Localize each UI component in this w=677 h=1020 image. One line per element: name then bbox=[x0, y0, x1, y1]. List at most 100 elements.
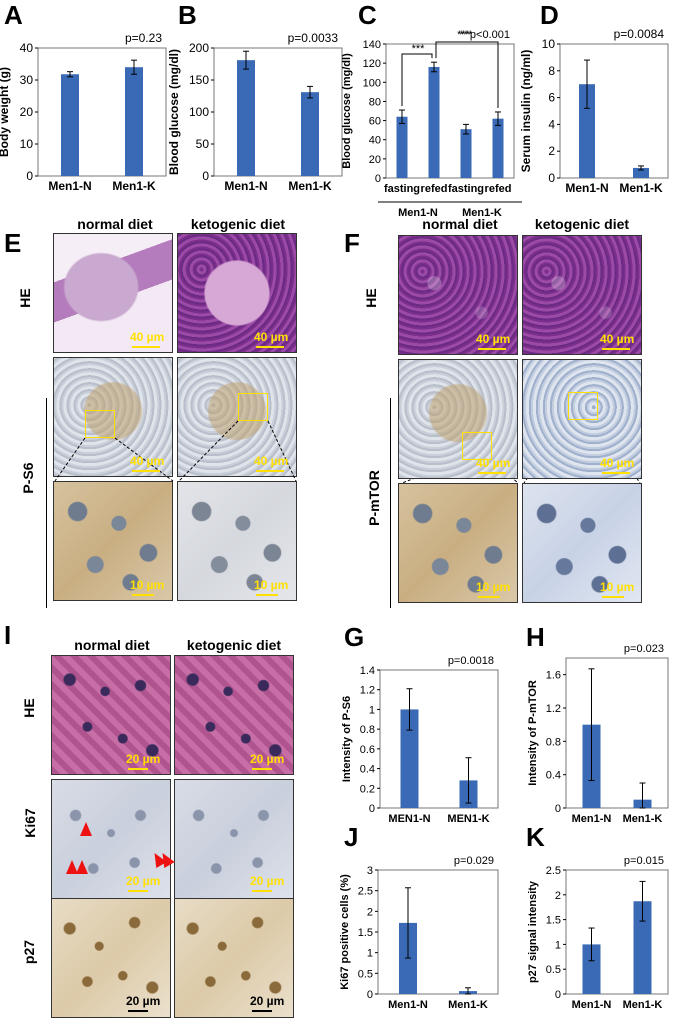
k-ytick-label: 0 bbox=[555, 989, 561, 1001]
d-ytick-label: 10 bbox=[542, 37, 556, 51]
e-row-divider bbox=[46, 398, 47, 608]
c-sig-bracket-0 bbox=[401, 53, 433, 107]
a-xlabel-1: Men1-K bbox=[112, 179, 156, 193]
b-xlabel-0: Men1-N bbox=[224, 179, 267, 193]
j-ytick-label: 0.5 bbox=[358, 968, 373, 980]
e-scale-ps6-normal-bar bbox=[132, 470, 160, 472]
f-scale-zoom-normal: 10 µm bbox=[476, 580, 511, 594]
g-ytick-label: 1 bbox=[369, 704, 375, 716]
i-row-he: HE bbox=[21, 698, 37, 718]
f-pmtor-keto-zoom bbox=[522, 483, 642, 603]
h-ylabel: Intensity of P-mTOR bbox=[527, 680, 539, 786]
f-scale-he-keto-bar bbox=[602, 348, 630, 350]
c-xlabel-3: refed bbox=[485, 183, 512, 195]
c-bar-1 bbox=[428, 66, 440, 178]
i-scale-ki67-keto: 20 µm bbox=[250, 874, 285, 888]
g-ytick-label: 0 bbox=[369, 803, 375, 815]
i-p27-normal bbox=[51, 898, 171, 1018]
d-ylabel: Serum insulin (ng/ml) bbox=[519, 50, 533, 173]
i-scale-p27-keto-bar bbox=[252, 1010, 272, 1012]
k-ytick-label: 2.5 bbox=[546, 865, 561, 877]
b-ytick-label: 100 bbox=[189, 105, 209, 119]
f-col-normal: normal diet bbox=[422, 216, 498, 232]
b-ytick-label: 0 bbox=[202, 169, 209, 183]
f-he-normal bbox=[398, 235, 518, 355]
i-scale-he-normal: 20 µm bbox=[126, 752, 161, 766]
panel-label-b: B bbox=[178, 0, 197, 30]
e-scale-zoom-keto-bar bbox=[256, 594, 278, 596]
h-plot-frame bbox=[565, 657, 669, 809]
g-ylabel: Intensity of P-S6 bbox=[341, 696, 353, 782]
c-bar-0 bbox=[396, 116, 408, 178]
b-xlabel-1: Men1-K bbox=[288, 179, 332, 193]
i-scale-ki67-keto-bar bbox=[252, 890, 272, 892]
f-zoom-box-normal bbox=[462, 432, 492, 460]
h-ytick-label: 0.8 bbox=[546, 736, 561, 748]
f-scale-he-normal-bar bbox=[478, 348, 506, 350]
g-bar-0 bbox=[400, 709, 419, 808]
i-he-normal bbox=[51, 655, 171, 775]
a-ylabel: Body weight (g) bbox=[0, 67, 11, 157]
g-plot-frame bbox=[379, 669, 499, 809]
panel-label-f: F bbox=[344, 228, 360, 258]
d-ytick-label: 4 bbox=[548, 117, 555, 131]
i-scale-ki67-normal-bar bbox=[128, 890, 148, 892]
c-bar-2 bbox=[460, 129, 472, 178]
c-ytick-label: 80 bbox=[369, 96, 381, 108]
i-ki67-keto bbox=[174, 779, 294, 899]
h-ytick-label: 0 bbox=[555, 803, 561, 815]
a-ytick-label: 10 bbox=[20, 137, 34, 151]
g-ytick-label: 0.4 bbox=[360, 764, 375, 776]
i-col-ketogenic: ketogenic diet bbox=[186, 637, 282, 653]
panel-label-h: H bbox=[526, 622, 545, 652]
f-scale-pmtor-keto-bar bbox=[602, 472, 630, 474]
f-pmtor-normal-zoom bbox=[398, 483, 518, 603]
d-pvalue: p=0.0084 bbox=[614, 27, 665, 41]
panel-label-d: D bbox=[540, 0, 559, 30]
d-ytick-label: 2 bbox=[548, 144, 555, 158]
j-ytick-label: 2.5 bbox=[358, 886, 373, 898]
e-scale-he-keto-bar bbox=[256, 346, 284, 348]
panel-label-c: C bbox=[358, 0, 377, 30]
i-scale-ki67-normal: 20 µm bbox=[126, 874, 161, 888]
b-ylabel: Blood glucose (mg/dl) bbox=[167, 49, 181, 175]
i-scale-p27-keto: 20 µm bbox=[250, 994, 285, 1008]
e-he-keto bbox=[177, 233, 297, 353]
f-scale-he-keto: 40 µm bbox=[600, 332, 635, 346]
f-scale-pmtor-normal-bar bbox=[478, 472, 506, 474]
b-bar-0 bbox=[237, 60, 255, 176]
e-scale-zoom-normal-bar bbox=[132, 594, 154, 596]
e-scale-ps6-normal: 40 µm bbox=[130, 454, 165, 468]
a-bar-1 bbox=[125, 67, 143, 176]
g-ytick-label: 0.8 bbox=[360, 724, 375, 736]
i-row-p27: p27 bbox=[21, 939, 37, 965]
d-ytick-label: 0 bbox=[548, 171, 555, 185]
j-pvalue: p=0.029 bbox=[454, 855, 494, 867]
c-ytick-label: 120 bbox=[363, 58, 381, 70]
f-scale-he-normal: 40 µm bbox=[476, 332, 511, 346]
a-pvalue: p=0.23 bbox=[125, 31, 162, 45]
g-ytick-label: 0.2 bbox=[360, 783, 375, 795]
k-ytick-label: 1.5 bbox=[546, 915, 561, 927]
ki67-arrow-1 bbox=[80, 822, 92, 836]
c-sig-label-0: *** bbox=[412, 43, 426, 55]
g-xlabel-0: MEN1-N bbox=[388, 813, 430, 825]
g-pvalue: p=0.0018 bbox=[448, 655, 494, 667]
k-bar-1 bbox=[633, 901, 652, 994]
j-xlabel-1: Men1-K bbox=[448, 999, 488, 1011]
k-xlabel-1: Men1-K bbox=[623, 999, 663, 1011]
k-xlabel-0: Men1-N bbox=[572, 999, 612, 1011]
f-row-he: HE bbox=[363, 288, 379, 308]
c-sig-bracket-1 bbox=[435, 41, 499, 108]
c-ytick-label: 40 bbox=[369, 135, 381, 147]
panel-label-i: I bbox=[4, 620, 12, 650]
k-pvalue: p=0.015 bbox=[624, 855, 664, 867]
j-xlabel-0: Men1-N bbox=[388, 999, 428, 1011]
e-ps6-keto bbox=[177, 357, 297, 477]
c-ytick-label: 0 bbox=[375, 173, 381, 185]
k-bar-0 bbox=[582, 944, 601, 994]
c-ytick-label: 60 bbox=[369, 116, 381, 128]
c-ytick-label: 100 bbox=[363, 77, 381, 89]
a-ytick-label: 30 bbox=[20, 73, 34, 87]
h-ytick-label: 1.6 bbox=[546, 670, 561, 682]
